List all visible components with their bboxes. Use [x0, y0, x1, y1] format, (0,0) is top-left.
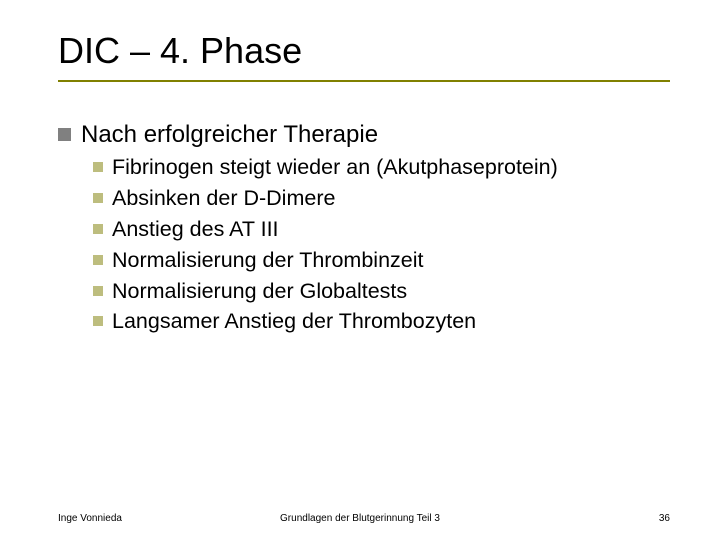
- list-item: Absinken der D-Dimere: [93, 185, 680, 212]
- title-underline: [58, 80, 670, 82]
- lvl2-text: Fibrinogen steigt wieder an (Akutphasepr…: [112, 154, 558, 181]
- square-bullet-icon: [93, 224, 103, 234]
- list-item: Nach erfolgreicher Therapie: [58, 120, 680, 150]
- square-bullet-icon: [93, 255, 103, 265]
- lvl2-text: Normalisierung der Globaltests: [112, 278, 407, 305]
- slide-body: Nach erfolgreicher Therapie Fibrinogen s…: [58, 120, 680, 339]
- slide-title: DIC – 4. Phase: [58, 30, 302, 72]
- list-item: Normalisierung der Thrombinzeit: [93, 247, 680, 274]
- lvl2-text: Absinken der D-Dimere: [112, 185, 335, 212]
- lvl1-text: Nach erfolgreicher Therapie: [81, 120, 378, 150]
- list-item: Langsamer Anstieg der Thrombozyten: [93, 308, 680, 335]
- bullet-lvl2-block: Fibrinogen steigt wieder an (Akutphasepr…: [93, 154, 680, 335]
- square-bullet-icon: [93, 286, 103, 296]
- square-bullet-icon: [58, 128, 71, 141]
- list-item: Fibrinogen steigt wieder an (Akutphasepr…: [93, 154, 680, 181]
- footer-title: Grundlagen der Blutgerinnung Teil 3: [0, 513, 720, 524]
- footer-page-number: 36: [659, 513, 670, 524]
- slide: DIC – 4. Phase Nach erfolgreicher Therap…: [0, 0, 720, 540]
- lvl2-text: Langsamer Anstieg der Thrombozyten: [112, 308, 476, 335]
- square-bullet-icon: [93, 193, 103, 203]
- slide-footer: Inge Vonnieda Grundlagen der Blutgerinnu…: [0, 504, 720, 524]
- list-item: Anstieg des AT III: [93, 216, 680, 243]
- lvl2-text: Anstieg des AT III: [112, 216, 279, 243]
- bullet-lvl1-block: Nach erfolgreicher Therapie Fibrinogen s…: [58, 120, 680, 335]
- lvl2-text: Normalisierung der Thrombinzeit: [112, 247, 423, 274]
- list-item: Normalisierung der Globaltests: [93, 278, 680, 305]
- square-bullet-icon: [93, 316, 103, 326]
- square-bullet-icon: [93, 162, 103, 172]
